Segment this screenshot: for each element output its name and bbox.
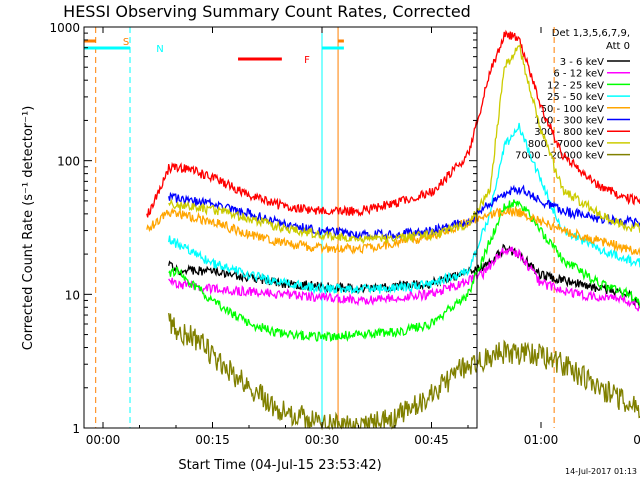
x-tick-label-0: 00:00 [86, 433, 121, 447]
y-tick-label-3: 1000 [49, 21, 80, 35]
chart-title: HESSI Observing Summary Count Rates, Cor… [63, 2, 471, 21]
x-tick-label-1: 00:15 [195, 433, 230, 447]
y-tick-label-0: 1 [72, 422, 80, 436]
series-line-6 [146, 29, 640, 218]
legend-header-detectors: Det 1,3,5,6,7,9, [552, 28, 630, 39]
series-line-0 [168, 243, 640, 309]
flag-label-f: F [304, 55, 310, 66]
flag-label-s: S [123, 37, 129, 48]
legend-label-6: 300 - 800 keV [534, 127, 604, 138]
flag-layer: S N F [84, 37, 344, 66]
series-line-1 [168, 246, 640, 312]
legend-label-4: 50 - 100 keV [541, 104, 605, 115]
legend-label-0: 3 - 6 keV [560, 57, 604, 68]
series-layer [146, 29, 640, 431]
legend-label-3: 25 - 50 keV [547, 92, 604, 103]
legend-header-attenuator: Att 0 [606, 41, 630, 52]
legend-label-5: 100 - 300 keV [534, 116, 604, 127]
legend-label-8: 7000 - 20000 keV [515, 151, 604, 162]
legend-label-2: 12 - 25 keV [547, 80, 604, 91]
y-tick-label-1: 10 [65, 288, 80, 302]
series-line-8 [168, 313, 640, 431]
timestamp: 14-Jul-2017 01:13 [565, 467, 637, 476]
series-line-2 [168, 199, 640, 342]
x-tick-label-2: 00:30 [305, 433, 340, 447]
legend-label-1: 6 - 12 keV [553, 69, 604, 80]
plot-area: SNF 00:0000:1500:3000:4501:0001:1501:30 … [49, 21, 640, 447]
x-axis-label: Start Time (04-Jul-15 23:53:42) [178, 458, 381, 473]
flag-label-n: N [156, 44, 163, 55]
y-axis: 1 10 100 1000 [49, 21, 477, 436]
x-tick-label-4: 01:00 [524, 433, 559, 447]
y-tick-label-2: 100 [57, 155, 80, 169]
series-line-7 [168, 43, 640, 245]
plot-frame [83, 26, 478, 429]
y-axis-label: Corrected Count Rate (s⁻¹ detector⁻¹) [21, 106, 36, 351]
x-tick-label-5: 01:15 [633, 433, 640, 447]
legend-label-7: 800 - 7000 keV [528, 139, 604, 150]
series-line-3 [168, 122, 640, 296]
x-tick-label-3: 00:45 [414, 433, 449, 447]
